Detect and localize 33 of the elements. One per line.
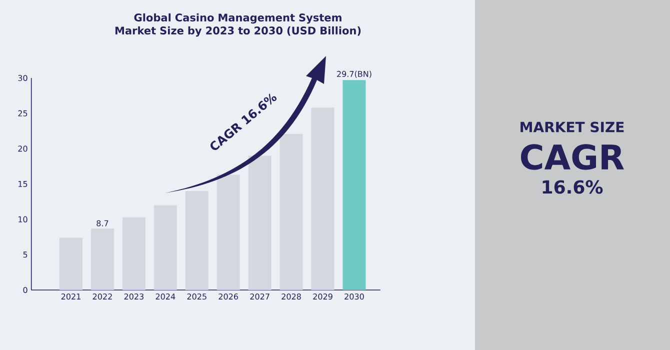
x-tick-label: 2027 [250,294,270,300]
x-tick-label: 2029 [313,294,332,300]
bar [216,174,240,290]
x-tick-label: 2023 [124,294,144,300]
y-tick-label: 10 [18,216,28,222]
bar [154,205,177,290]
text: MARKET SIZE [520,122,624,132]
bar [280,134,303,290]
bar [122,217,146,290]
y-tick-label: 25 [18,110,28,116]
text: CAGR [521,144,624,170]
bar [90,228,114,290]
bar [311,108,334,290]
x-tick-label: 2025 [187,294,206,300]
x-tick-label: 2022 [92,294,112,300]
x-tick-label: 2024 [156,294,176,300]
x-tick-label: 2030 [344,294,364,300]
y-tick-label: 15 [18,181,28,187]
chart-title: Global Casino Management System Market Size by 2023 to 2030 (USD Billion) [115,13,361,37]
bar [342,80,366,290]
data-label: 8.7 [96,220,108,226]
y-tick-label: 0 [23,286,28,294]
y-tick-label: 5 [23,252,28,258]
bar [60,238,83,290]
x-tick-label: 2026 [218,294,238,300]
text: 16.6% [542,180,603,194]
y-tick-label: 20 [18,146,28,152]
bar [248,156,272,290]
data-label: 29.7(BN) [337,70,372,78]
y-tick-label: 30 [18,74,28,82]
x-tick-label: 2028 [282,294,301,300]
bar [185,191,208,290]
x-tick-label: 2021 [61,294,80,300]
